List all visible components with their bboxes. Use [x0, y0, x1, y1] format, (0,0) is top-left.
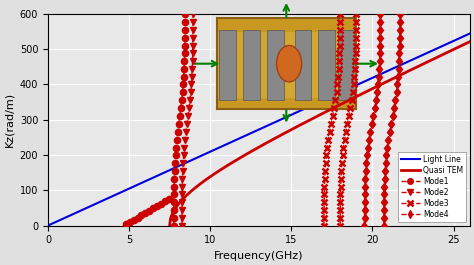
- Legend: Light Line, Quasi TEM, Mode1, Mode2, Mode3, Mode4: Light Line, Quasi TEM, Mode1, Mode2, Mod…: [398, 152, 466, 222]
- Light Line: [467, 32, 473, 35]
- Quasi TEM: [383, 80, 389, 83]
- Quasi TEM: [203, 178, 209, 182]
- Quasi TEM: [167, 224, 173, 227]
- Line: Light Line: Light Line: [48, 33, 470, 226]
- Quasi TEM: [385, 80, 391, 83]
- Quasi TEM: [467, 40, 473, 43]
- Light Line: [296, 110, 302, 113]
- Light Line: [45, 224, 51, 227]
- Quasi TEM: [286, 130, 292, 133]
- Light Line: [246, 133, 251, 136]
- Light Line: [248, 132, 254, 135]
- Line: Quasi TEM: Quasi TEM: [170, 42, 470, 226]
- Light Line: [457, 37, 463, 40]
- Y-axis label: Kz(rad/m): Kz(rad/m): [4, 92, 14, 147]
- Quasi TEM: [356, 94, 361, 97]
- Light Line: [391, 67, 397, 70]
- X-axis label: Frequency(GHz): Frequency(GHz): [214, 251, 304, 261]
- Light Line: [273, 120, 279, 123]
- Quasi TEM: [264, 141, 270, 144]
